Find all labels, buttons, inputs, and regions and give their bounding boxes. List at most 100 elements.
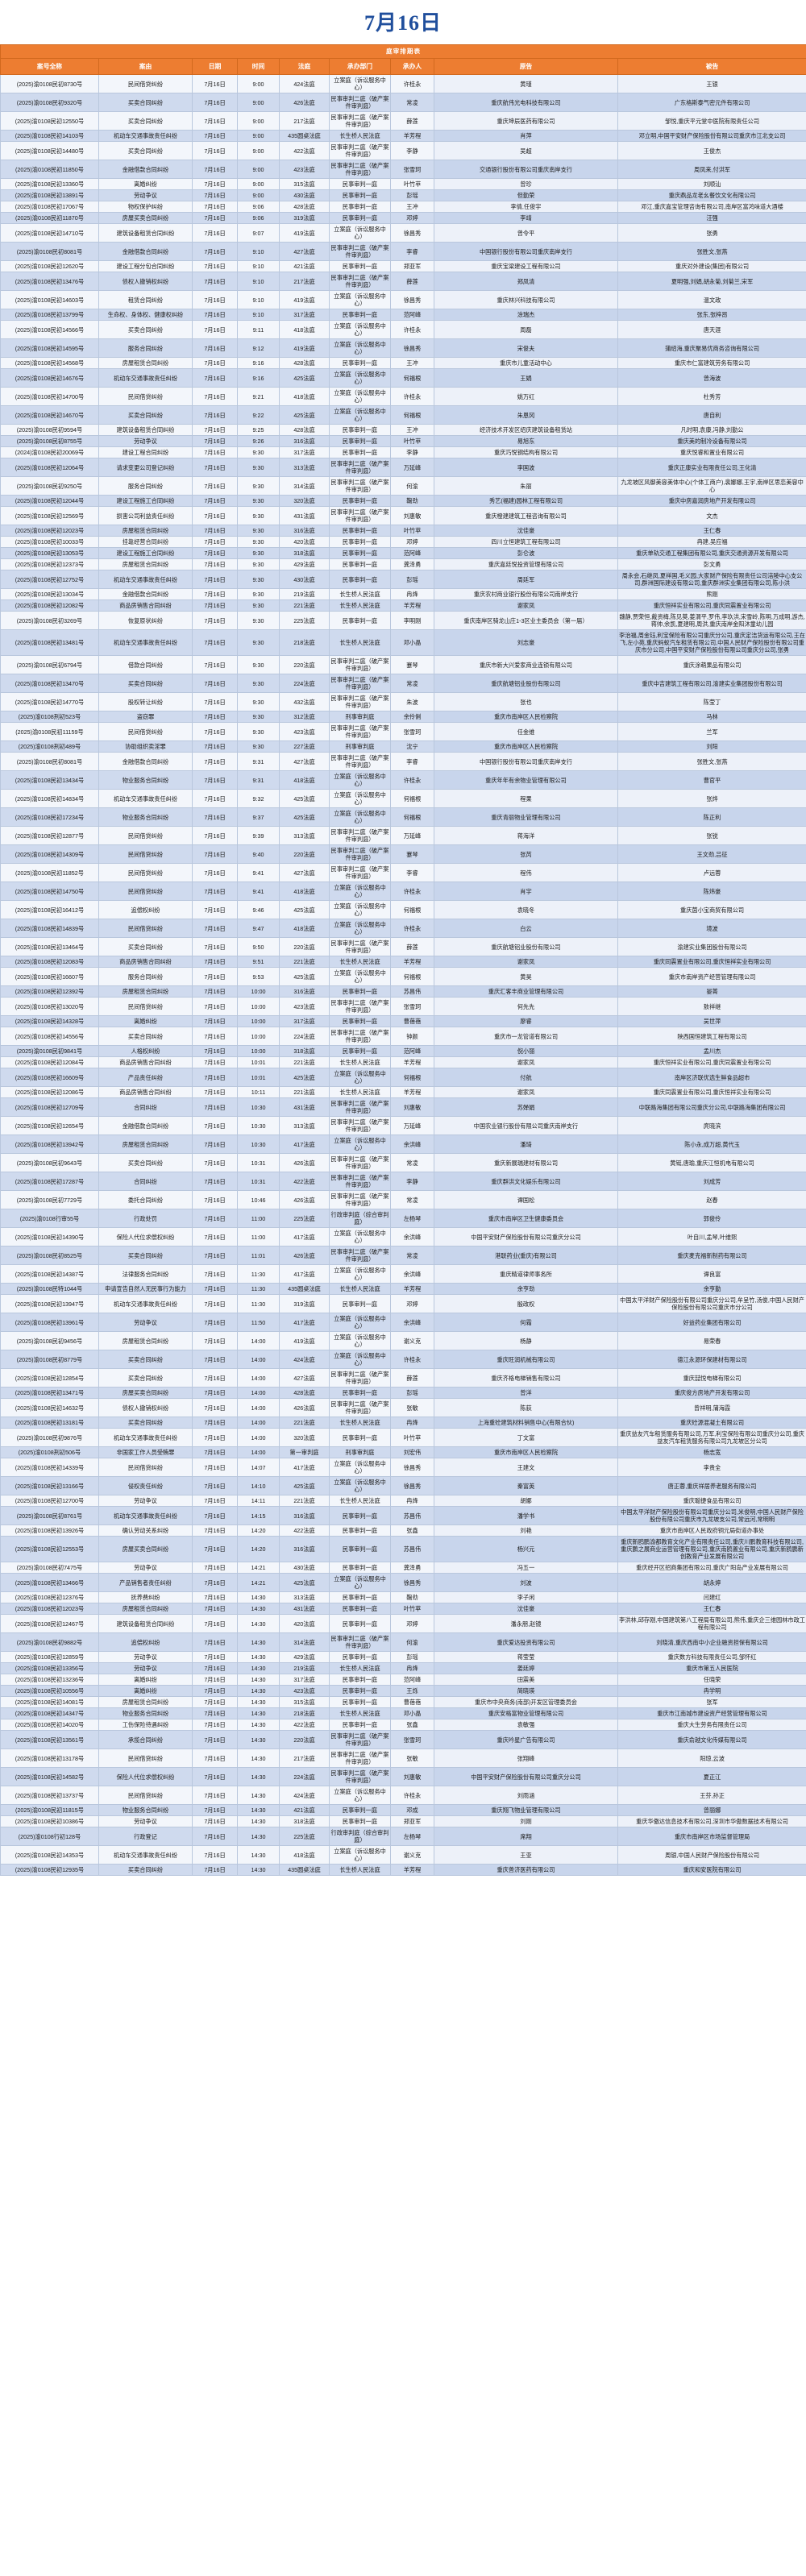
table-row[interactable]: (2025)渝0108民初13466号 产品销售者责任纠纷 7月16日 14:21 42…	[0, 1573, 806, 1592]
table-row[interactable]: (2025)渝0108民初12877号 民间借贷纠纷 7月16日 9:39 313法庭民…	[0, 826, 806, 845]
table-row[interactable]: (2025)渝0108民初9250号 服务合同纠纷 7月16日 9:30 314法庭 民事…	[0, 476, 806, 496]
table-row[interactable]: (2025)渝0108民初13181号 买卖合同纠纷 7月16日 14:00 221法庭…	[0, 1417, 806, 1429]
table-row[interactable]: (2024)渝0108民初20069号 建设工程合同纠纷 7月16日 9:30 317法…	[0, 446, 806, 458]
table-row[interactable]: (2025)渝0108民初8755号 劳动争议 7月16日 9:26 316法庭 民事审判…	[0, 435, 806, 447]
table-row[interactable]: (2025)渝0108民初11852号 民间借贷纠纷 7月16日 9:41 427法庭民…	[0, 863, 806, 882]
table-row[interactable]: (2025)渝0108民初14770号 股权转让纠纷 7月16日 9:30 432法庭民…	[0, 692, 806, 711]
table-row[interactable]: (2025)渝0108民初13434号 物业服务合同纠纷 7月16日 9:31 418法…	[0, 770, 806, 790]
table-row[interactable]: (2025)渝0108民初13471号 房屋买卖合同纠纷 7月16日 14:00 428…	[0, 1387, 806, 1399]
table-row[interactable]: (2025)渝0108民初7475号 劳动争议 7月16日 14:21 430法庭 民事审…	[0, 1562, 806, 1574]
table-row[interactable]: (2025)渝0108民初12083号 商品房销售合同纠纷 7月16日 9:51 221…	[0, 956, 806, 968]
table-row[interactable]: (2025)渝0108民初13356号 劳动争议 7月16日 14:30 219法庭 长生…	[0, 1662, 806, 1674]
table-row[interactable]: (2025)渝0108民初10556号 离婚纠纷 7月16日 14:30 423法庭 民事…	[0, 1685, 806, 1697]
table-row[interactable]: (2025)渝0108民初12709号 合同纠纷 7月16日 10:30 431法庭 民事…	[0, 1097, 806, 1117]
table-row[interactable]: (2025)渝0108民初14568号 房屋租赁合同纠纷 7月16日 9:16 428法…	[0, 357, 806, 369]
table-row[interactable]: (2025)渝0108民初14103号 机动车交通事故责任纠纷 7月16日 9:00 4…	[0, 130, 806, 142]
table-row[interactable]: (2025)渝0108行审55号 行政处罚 7月16日 11:00 225法庭 行政审判庭…	[0, 1209, 806, 1228]
table-row[interactable]: (2025)渝0108民初14339号 民间借贷纠纷 7月16日 14:07 417法庭…	[0, 1458, 806, 1477]
table-row[interactable]: (2025)渝0108民初6794号 借款合同纠纷 7月16日 9:30 220法庭 民事…	[0, 655, 806, 674]
table-row[interactable]: (2025)渝0108民初14839号 民间借贷纠纷 7月16日 9:47 418法庭立…	[0, 919, 806, 938]
table-row[interactable]: (2025)渝0108民初8730号 民间借贷纠纷 7月16日 9:00 424法庭 立案…	[0, 74, 806, 93]
table-row[interactable]: (2025)渝0108民初14328号 离婚纠纷 7月16日 10:00 317法庭 民事…	[0, 1015, 806, 1027]
table-row[interactable]: (2025)渝0108民初12569号 损害公司利益责任纠纷 7月16日 9:30 43…	[0, 506, 806, 525]
table-row[interactable]: (2025)渝0108民初14081号 房屋租赁合同纠纷 7月16日 14:30 315…	[0, 1696, 806, 1708]
table-row[interactable]: (2025)渝0108民初9841号 人格权纠纷 7月16日 10:00 318法庭 民事…	[0, 1045, 806, 1057]
table-row[interactable]: (2025)渝0108民初8761号 机动车交通事故责任纠纷 7月16日 14:15 3…	[0, 1506, 806, 1525]
column-header-defendant[interactable]: 被告	[617, 58, 806, 75]
table-row[interactable]: (2025)渝0108民初13470号 买卖合同纠纷 7月16日 9:30 224法庭民…	[0, 674, 806, 693]
table-row[interactable]: (2025)渝0108民初9594号 建筑设备租赁合同纠纷 7月16日 9:25 428…	[0, 424, 806, 436]
table-row[interactable]: (2025)渝0108民初13891号 劳动争议 7月16日 9:00 430法庭 民事审…	[0, 189, 806, 201]
table-row[interactable]: (2025)渝0108民初13942号 房屋租赁合同纠纷 7月16日 10:30 417…	[0, 1135, 806, 1154]
table-row[interactable]: (2025)渝0108民初17234号 物业服务合同纠纷 7月16日 9:37 425法…	[0, 807, 806, 827]
table-row[interactable]: (2025)渝0108民初3269号 恢复原状纠纷 7月16日 9:30 225法庭 民事…	[0, 611, 806, 630]
table-row[interactable]: (2025)渝0108民初13034号 金融借款合同纠纷 7月16日 9:30 219法…	[0, 588, 806, 600]
table-row[interactable]: (2025)渝0108民初13020号 民间借贷纠纷 7月16日 10:00 423法庭…	[0, 997, 806, 1016]
table-row[interactable]: (2025)渝0108民初14595号 服务合同纠纷 7月16日 9:12 419法庭立…	[0, 338, 806, 358]
table-row[interactable]: (2025)渝0108民初14834号 机动车交通事故责任纠纷 7月16日 9:32 4…	[0, 789, 806, 808]
table-row[interactable]: (2025)渝0108民初12376号 抚养费纠纷 7月16日 14:30 313法庭民…	[0, 1591, 806, 1603]
table-row[interactable]: (2025)渝0108民初16607号 服务合同纠纷 7月16日 9:53 425法庭立…	[0, 967, 806, 986]
table-row[interactable]: (2025)渝0108民初14603号 租赁合同纠纷 7月16日 9:10 419法庭立…	[0, 290, 806, 309]
table-row[interactable]: (2025)渝0108民初12392号 房屋租赁合同纠纷 7月16日 10:00 316…	[0, 985, 806, 998]
table-row[interactable]: (2025)渝0108民初14566号 买卖合同纠纷 7月16日 9:11 418法庭立…	[0, 320, 806, 339]
table-row[interactable]: (2025)渝0108民初10033号 挂靠经营合同纠纷 7月16日 9:30 420法…	[0, 536, 806, 548]
table-row[interactable]: (2025)渝0108民初13053号 建设工程施工合同纠纷 7月16日 9:30 31…	[0, 547, 806, 559]
table-row[interactable]: (2025)渝0108民初13947号 机动车交通事故责任纠纷 7月16日 11:30…	[0, 1294, 806, 1313]
table-row[interactable]: (2025)渝0108民初12023号 房屋租赁合同纠纷 7月16日 9:30 316法…	[0, 525, 806, 537]
table-row[interactable]: (2025)渝0108民初13737号 民间借贷纠纷 7月16日 14:30 424法庭…	[0, 1786, 806, 1805]
table-row[interactable]: (2025)渝0108民初14347号 物业服务合同纠纷 7月16日 14:30 218…	[0, 1707, 806, 1719]
table-row[interactable]: (2025)渝0108民初8081号 金融借款合同纠纷 7月16日 9:31 427法庭…	[0, 752, 806, 771]
table-row[interactable]: (2025)渝0108民初13464号 买卖合同纠纷 7月16日 9:50 220法庭民…	[0, 937, 806, 956]
table-row[interactable]: (2025)渝0108民初11870号 房屋买卖合同纠纷 7月16日 9:06 319法…	[0, 212, 806, 224]
table-row[interactable]: (2025)渝0108民初12700号 劳动争议 7月16日 14:11 221法庭 长生…	[0, 1495, 806, 1507]
table-row[interactable]: (2025)渝0108民初12654号 金融借款合同纠纷 7月16日 10:30 313…	[0, 1116, 806, 1135]
column-header-department[interactable]: 承办部门	[329, 58, 391, 75]
column-header-case-number[interactable]: 案号全称	[0, 58, 99, 75]
table-row[interactable]: (2025)渝0108民初12752号 机动车交通事故责任纠纷 7月16日 9:30 4…	[0, 570, 806, 589]
table-row[interactable]: (2025)渝0108民初9643号 买卖合同纠纷 7月16日 10:31 426法庭民…	[0, 1153, 806, 1172]
table-row[interactable]: (2025)渝0108民初14632号 债权人撤销权纠纷 7月16日 14:00 426…	[0, 1398, 806, 1417]
table-row[interactable]: (2025)渝0108民初14387号 法律服务合同纠纷 7月16日 11:30 417…	[0, 1264, 806, 1284]
table-row[interactable]: (2025)渝0108民初8081号 金融借款合同纠纷 7月16日 9:10 427法庭…	[0, 242, 806, 261]
table-row[interactable]: (2025)渝0108民初12620号 建设工程分包合同纠纷 7月16日 9:10 42…	[0, 260, 806, 272]
table-row[interactable]: (2025)渝0108民初12467号 建筑设备租赁合同纠纷 7月16日 14:30 4…	[0, 1614, 806, 1633]
table-row[interactable]: (2025)渝0108民初12023号 房屋租赁合同纠纷 7月16日 14:30 431…	[0, 1603, 806, 1615]
table-row[interactable]: (2025)渝0108民初12935号 买卖合同纠纷 7月16日 14:30 435圆桌…	[0, 1864, 806, 1876]
table-row[interactable]: (2025)渝0108民初12044号 建设工程施工合同纠纷 7月16日 9:30 32…	[0, 495, 806, 507]
table-row[interactable]: (2025)渝0108民初14700号 民间借贷纠纷 7月16日 9:21 418法庭立…	[0, 387, 806, 406]
table-row[interactable]: (2025)渝0108民初13236号 离婚纠纷 7月16日 14:30 317法庭 民事…	[0, 1674, 806, 1686]
table-row[interactable]: (2025)渝0108民初7729号 委托合同纠纷 7月16日 10:46 426法庭民…	[0, 1190, 806, 1209]
table-row[interactable]: (2025)渝0108民初12084号 商品房销售合同纠纷 7月16日 10:01 22…	[0, 1056, 806, 1068]
column-header-time[interactable]: 时间	[237, 58, 280, 75]
table-row[interactable]: (2025)渝0108民初13481号 机动车交通事故责任纠纷 7月16日 9:30 2…	[0, 629, 806, 656]
table-row[interactable]: (2025)渝0108民初12859号 劳动争议 7月16日 14:30 429法庭 民事…	[0, 1651, 806, 1663]
table-row[interactable]: (2025)渝0108刑初523号 盗窃罪 7月16日 9:30 312法庭 刑事审判庭余…	[0, 711, 806, 723]
table-row[interactable]: (2025)渝0108民初10386号 劳动争议 7月16日 14:30 318法庭 民事…	[0, 1815, 806, 1827]
table-row[interactable]: (2025)渝0108民初9876号 机动车交通事故责任纠纷 7月16日 14:00 3…	[0, 1428, 806, 1447]
table-row[interactable]: (2025)渝0108民初14582号 保险人代位求偿权纠纷 7月16日 14:30 2…	[0, 1767, 806, 1786]
table-row[interactable]: (2025)渝0108民初14750号 民间借贷纠纷 7月16日 9:41 418法庭立…	[0, 881, 806, 901]
table-row[interactable]: (2025)渝0108民初14676号 机动车交通事故责任纠纷 7月16日 9:16 4…	[0, 368, 806, 388]
table-row[interactable]: (2025)渝0108民特1044号 申请宣告自然人无民事行为能力 7月16日 11:…	[0, 1283, 806, 1295]
table-row[interactable]: (2025)渝0108民初9320号 买卖合同纠纷 7月16日 9:00 426法庭 民事…	[0, 93, 806, 112]
table-row[interactable]: (2025)渝0108民初13178号 民间借贷纠纷 7月16日 14:30 217法庭…	[0, 1748, 806, 1768]
column-header-courtroom[interactable]: 法庭	[279, 58, 330, 75]
table-row[interactable]: (2025)渝0108民初14556号 买卖合同纠纷 7月16日 10:00 224法庭…	[0, 1027, 806, 1046]
table-row[interactable]: (2025)渝0108民初11850号 金融借款合同纠纷 7月16日 9:00 423法…	[0, 160, 806, 179]
table-row[interactable]: (2025)渝0108民初17067号 物权保护纠纷 7月16日 9:06 428法庭民…	[0, 201, 806, 213]
table-row[interactable]: (2025)渝0108民初12550号 买卖合同纠纷 7月16日 9:00 217法庭民…	[0, 111, 806, 131]
table-row[interactable]: (2025)渝0108民初9456号 房屋租赁合同纠纷 7月16日 14:00 419法…	[0, 1331, 806, 1350]
table-row[interactable]: (2025)渝0108民初17287号 合同纠纷 7月16日 10:31 422法庭 民事…	[0, 1172, 806, 1191]
table-row[interactable]: (2025)渝0108民初13476号 债权人撤销权纠纷 7月16日 9:10 217法…	[0, 272, 806, 291]
table-row[interactable]: (2025)渝0108民初14020号 工伤保险待遇纠纷 7月16日 14:30 422…	[0, 1719, 806, 1731]
table-row[interactable]: (2025)渝0108民初13926号 确认劳动关系纠纷 7月16日 14:20 422…	[0, 1524, 806, 1537]
table-row[interactable]: (2025)渝0108民初16412号 追偿权纠纷 7月16日 9:46 425法庭 立案…	[0, 900, 806, 919]
table-row[interactable]: (2025)渝0108民初14480号 买卖合同纠纷 7月16日 9:00 422法庭民…	[0, 141, 806, 160]
table-row[interactable]: (2025)渝0108民初12082号 商品房销售合同纠纷 7月16日 9:30 221…	[0, 599, 806, 612]
column-header-cause[interactable]: 案由	[98, 58, 193, 75]
table-row[interactable]: (2025)渝0108民初14353号 机动车交通事故责任纠纷 7月16日 14:30…	[0, 1845, 806, 1865]
table-row[interactable]: (2025)渝0108民初8779号 买卖合同纠纷 7月16日 14:00 424法庭立…	[0, 1350, 806, 1369]
table-row[interactable]: (2025)渝0108民初14309号 民间借贷纠纷 7月16日 9:40 220法庭民…	[0, 844, 806, 864]
table-row[interactable]: (2025)渝0108民初13360号 离婚纠纷 7月16日 9:00 315法庭 民事审…	[0, 178, 806, 190]
